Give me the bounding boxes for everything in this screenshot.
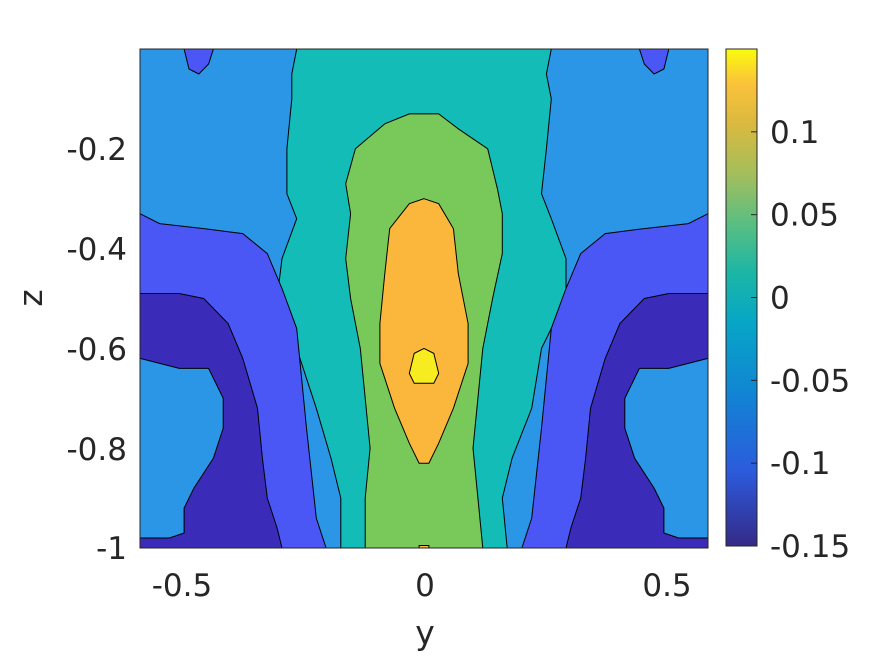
x-tick-label: -0.5 (152, 568, 213, 604)
y-tick-label: -0.8 (67, 432, 128, 468)
x-tick-label: 0 (415, 568, 435, 604)
y-axis-label: z (11, 289, 50, 306)
colorbar-tick-label: 0 (770, 281, 790, 317)
colorbar-ticks: 0.1 0.05 0 -0.05 -0.1 -0.15 (751, 115, 850, 565)
contour-region-peak (408, 347, 440, 384)
colorbar-tick-label: -0.1 (770, 446, 831, 482)
y-tick-label: -0.2 (67, 132, 128, 168)
contour-region-right-top-corner (638, 49, 670, 75)
y-axis: -0.2 -0.4 -0.6 -0.8 -1 z (11, 132, 127, 567)
x-axis: -0.5 0 0.5 y (152, 568, 692, 652)
colorbar-tick-label: 0.1 (770, 115, 819, 151)
contour-plot-area (140, 49, 708, 548)
colorbar-tick-label: -0.15 (770, 529, 850, 565)
colorbar: 0.1 0.05 0 -0.05 -0.1 -0.15 (725, 48, 850, 565)
x-axis-label: y (415, 613, 435, 652)
x-tick-label: 0.5 (642, 568, 691, 604)
y-tick-label: -1 (96, 531, 127, 567)
plot-frame (139, 48, 709, 549)
contour-region-left-inner-low (140, 357, 224, 539)
contour-region-right-inner-low (624, 357, 708, 539)
colorbar-tick-label: 0.05 (770, 198, 839, 234)
colorbar-tick-label: -0.05 (770, 363, 850, 399)
y-tick-label: -0.6 (67, 332, 128, 368)
y-tick-label: -0.4 (67, 232, 128, 268)
contour-region-left-top-corner (183, 49, 214, 75)
